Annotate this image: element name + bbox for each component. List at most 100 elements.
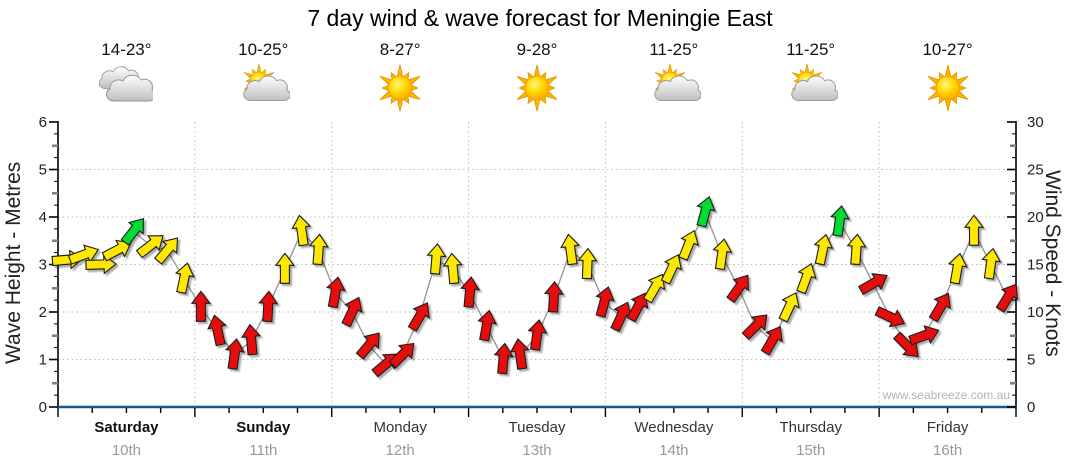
yellow-wind-arrow: [660, 253, 683, 285]
red-wind-arrow: [928, 292, 951, 323]
red-wind-arrow: [908, 325, 940, 346]
red-wind-arrow: [726, 274, 749, 304]
temp-range: 9-28°: [516, 40, 558, 59]
wind-arrow-shape: [388, 342, 415, 369]
sun-cloud-icon: [790, 63, 839, 102]
red-wind-arrow: [258, 290, 279, 323]
yellow-wind-arrow: [274, 252, 295, 284]
wind-arrow-shape: [947, 252, 968, 285]
axis-number: 30: [1027, 114, 1044, 131]
wind-arrow-shape: [660, 253, 683, 285]
sun-shape: [516, 64, 558, 112]
axis-number: 1: [39, 352, 47, 369]
red-wind-arrow: [407, 302, 430, 332]
wind-arrow-shape: [560, 233, 581, 266]
day-label-sunday: Sunday: [236, 419, 291, 436]
red-wind-arrow: [190, 290, 211, 322]
wind-arrow-shape: [101, 239, 132, 262]
wind-arrow-shape: [207, 314, 227, 347]
cloud-shape: [243, 75, 292, 102]
red-wind-arrow: [224, 338, 245, 370]
sun-cloud-icon: [243, 63, 292, 102]
watermark: www.seabreeze.com.au: [882, 388, 1010, 402]
axis-number: 25: [1027, 162, 1044, 179]
temp-range: 10-27°: [922, 40, 973, 59]
day-label-tuesday: Tuesday: [508, 419, 566, 436]
sunny-icon: [516, 64, 558, 112]
date-label-saturday: 10th: [111, 442, 142, 459]
yellow-wind-arrow: [101, 239, 132, 262]
day-label-saturday: Saturday: [94, 419, 159, 436]
red-wind-arrow: [460, 276, 481, 308]
wind-arrow-shape: [963, 214, 985, 246]
day-header-wednesday: 11-25°: [605, 40, 742, 119]
yellow-wind-arrow: [174, 262, 195, 295]
wind-arrow-shape: [240, 323, 262, 356]
axis-number: 0: [1027, 399, 1035, 416]
wind-arrow-shape: [308, 233, 329, 266]
green-wind-arrow: [696, 195, 716, 228]
day-headers: 14-23° 10-25° 8-27° 9-28° 11-25° 11-25° 10-27°: [58, 40, 1016, 119]
wind-arrow-shape: [509, 338, 530, 370]
cloud-shape: [790, 75, 839, 102]
cloud-shape: [654, 75, 702, 102]
red-wind-arrow: [857, 273, 888, 296]
wind-arrow-shape: [426, 242, 447, 275]
yellow-wind-arrow: [560, 233, 581, 266]
wind-arrow-shape: [595, 286, 615, 318]
yellow-wind-arrow: [153, 237, 179, 265]
axis-number: 0: [39, 399, 47, 416]
red-wind-arrow: [543, 280, 565, 313]
wind-arrow-shape: [642, 273, 666, 304]
red-wind-arrow: [240, 323, 262, 356]
cloudy-icon: [99, 66, 157, 102]
sunny-icon: [379, 64, 421, 112]
day-header-thursday: 11-25°: [742, 40, 879, 119]
yellow-wind-arrow: [642, 273, 666, 304]
green-wind-arrow: [120, 217, 145, 246]
sun-shape: [927, 64, 968, 112]
wind-arrow-shape: [995, 283, 1018, 313]
axis-number: 3: [39, 257, 47, 274]
wind-arrow-shape: [796, 262, 817, 295]
temp-range: 14-23°: [101, 40, 152, 59]
wind-arrow-shape: [407, 302, 430, 332]
yellow-wind-arrow: [778, 291, 800, 323]
wind-arrow-shape: [120, 217, 145, 246]
yellow-wind-arrow: [442, 252, 463, 285]
red-wind-arrow: [207, 314, 227, 347]
wind-arrow-shape: [813, 233, 834, 266]
temp-range: 11-25°: [649, 40, 699, 59]
red-wind-arrow: [874, 306, 906, 328]
wind-arrow-shape: [874, 306, 906, 328]
day-label-wednesday: Wednesday: [634, 419, 714, 436]
yellow-wind-arrow: [981, 247, 1002, 280]
wind-arrow-shape: [190, 290, 211, 322]
wave-axis-title: Wave Height - Metres: [2, 161, 25, 365]
wind-arrow-shape: [460, 276, 481, 308]
temp-range: 8-27°: [379, 40, 421, 59]
yellow-wind-arrow: [712, 238, 733, 271]
wind-arrow-shape: [778, 291, 800, 323]
wind-arrows-layer: [51, 195, 1018, 378]
axis-number: 2: [39, 304, 47, 321]
sun-cloud-icon: [654, 63, 702, 102]
wind-arrow-shape: [174, 262, 195, 295]
wind-axis-title: Wind Speed - Knots: [1041, 169, 1064, 357]
yellow-wind-arrow: [813, 233, 834, 266]
wind-arrow-shape: [678, 229, 699, 261]
axis-number: 4: [39, 209, 47, 226]
date-label-friday: 16th: [932, 442, 963, 459]
date-label-wednesday: 14th: [659, 442, 689, 459]
axis-number: 5: [39, 162, 47, 179]
yellow-wind-arrow: [577, 247, 598, 280]
wind-arrow-shape: [442, 252, 463, 285]
red-wind-arrow: [527, 319, 548, 351]
wind-arrow-shape: [741, 314, 768, 341]
wind-arrow-shape: [355, 332, 380, 360]
axis-number: 6: [39, 114, 47, 131]
wind-arrow-shape: [543, 280, 565, 313]
yellow-wind-arrow: [426, 242, 447, 275]
